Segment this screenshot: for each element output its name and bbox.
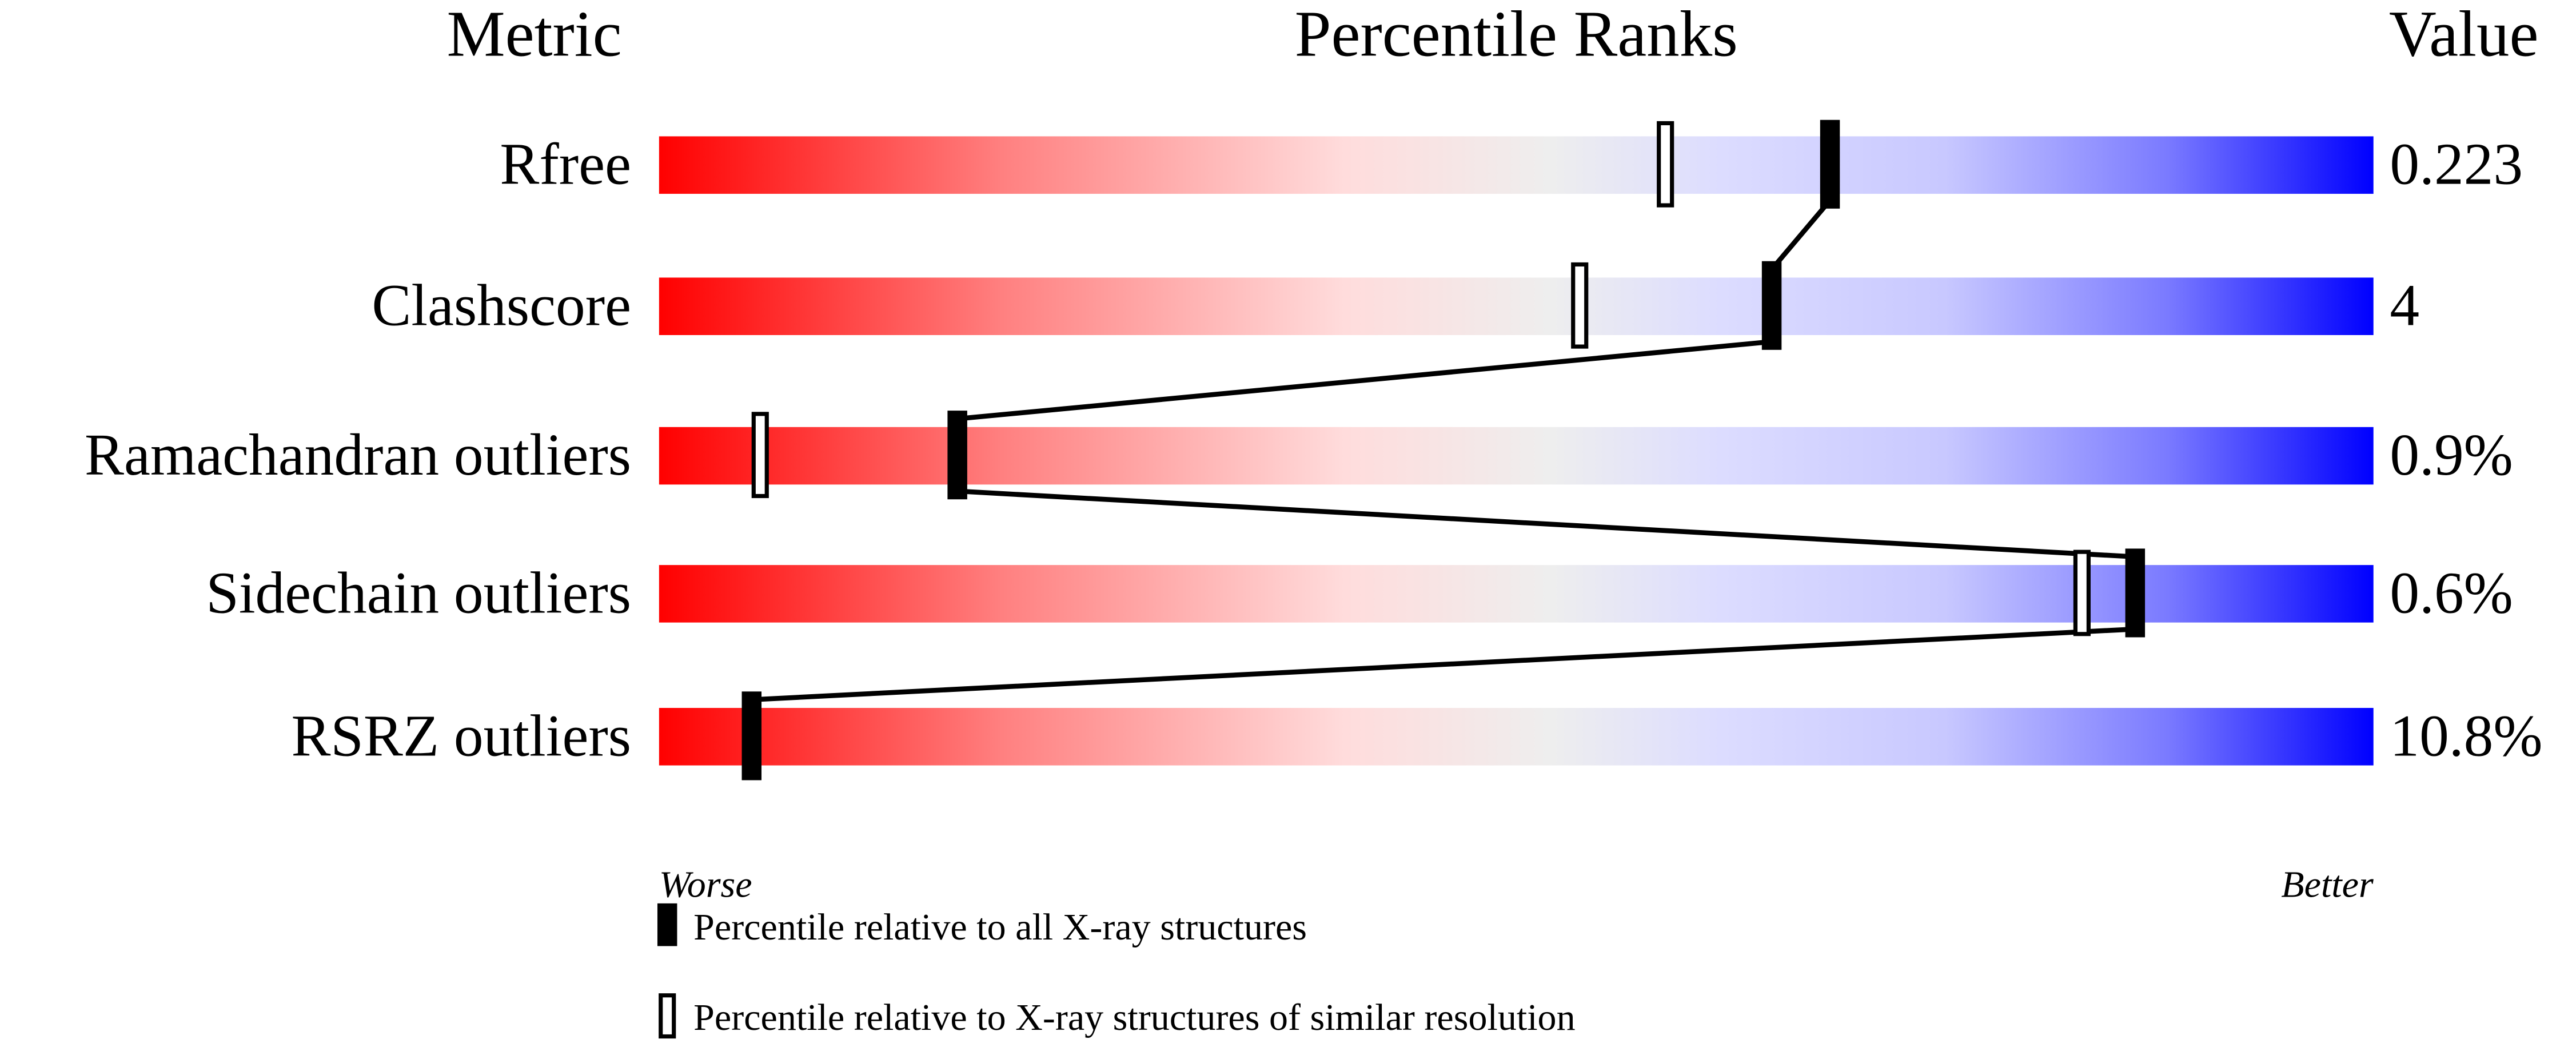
better-label: Better (2281, 863, 2374, 905)
metric-label: Ramachandran outliers (85, 423, 631, 488)
metric-value: 10.8% (2390, 703, 2542, 769)
legend-similar-label: Percentile relative to X-ray structures … (693, 997, 1575, 1038)
percentile-bar (659, 565, 2374, 623)
metric-value: 0.9% (2390, 423, 2513, 488)
connector-line (957, 488, 2136, 560)
metric-label: Clashscore (372, 273, 631, 339)
all-structures-marker (947, 411, 967, 500)
percentile-bar (659, 427, 2374, 485)
header-percentile-ranks: Percentile Ranks (1295, 0, 1738, 70)
header-metric: Metric (446, 0, 621, 70)
percentile-bar (659, 277, 2374, 335)
similar-resolution-marker (1571, 262, 1589, 349)
metric-label: RSRZ outliers (291, 703, 631, 769)
legend-filled-marker (657, 903, 677, 946)
metric-value: 0.223 (2390, 132, 2523, 197)
similar-resolution-marker (1657, 121, 1674, 208)
connector-line (957, 339, 1772, 421)
worse-label: Worse (659, 863, 752, 905)
connector-line (751, 626, 2136, 702)
all-structures-marker (1820, 120, 1840, 209)
connector-line (1769, 198, 1832, 271)
metric-label: Rfree (500, 132, 631, 197)
percentile-bar (659, 136, 2374, 194)
all-structures-marker (2125, 548, 2146, 638)
similar-resolution-marker (2073, 550, 2091, 636)
header-value: Value (2389, 0, 2539, 70)
legend-all-label: Percentile relative to all X-ray structu… (693, 906, 1307, 948)
similar-resolution-marker (751, 412, 769, 499)
metric-value: 4 (2390, 273, 2419, 339)
percentile-bar (659, 708, 2374, 766)
metric-label: Sidechain outliers (206, 560, 631, 626)
metric-value: 0.6% (2390, 560, 2513, 626)
all-structures-marker (741, 691, 762, 781)
all-structures-marker (1761, 261, 1782, 350)
legend-open-marker (659, 993, 676, 1039)
